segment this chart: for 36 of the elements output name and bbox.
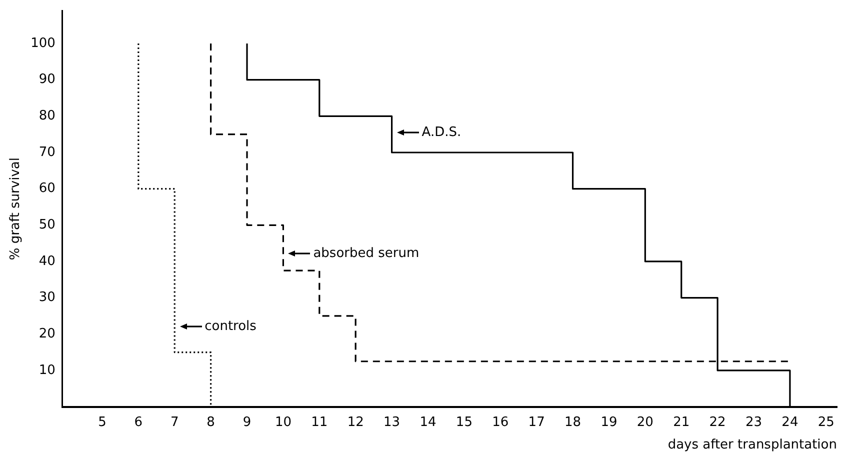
y-tick-label: 100 bbox=[30, 36, 56, 51]
annotation: controls bbox=[204, 318, 256, 334]
x-tick-label: 24 bbox=[782, 414, 798, 430]
x-tick-label: 15 bbox=[456, 414, 472, 430]
x-tick-label: 11 bbox=[311, 414, 328, 430]
x-tick-label: 22 bbox=[709, 414, 726, 430]
annotation: absorbed serum bbox=[313, 246, 420, 261]
y-tick-label: 30 bbox=[38, 290, 56, 306]
x-tick-label: 10 bbox=[274, 414, 292, 430]
x-tick-label: 8 bbox=[206, 414, 215, 430]
x-axis-title: days after transplantation bbox=[668, 438, 837, 453]
x-tick-label: 5 bbox=[98, 414, 106, 430]
x-tick-label: 7 bbox=[170, 414, 179, 430]
x-tick-label: 20 bbox=[636, 414, 654, 430]
y-axis-title: % graft survival bbox=[8, 158, 24, 260]
x-tick-label: 16 bbox=[492, 414, 509, 430]
x-tick-label: 23 bbox=[745, 414, 762, 430]
x-tick-label: 12 bbox=[347, 414, 364, 430]
y-tick-label: 50 bbox=[38, 218, 56, 233]
x-tick-label: 14 bbox=[420, 414, 436, 430]
x-tick-label: 9 bbox=[242, 414, 252, 430]
annotation: A.D.S. bbox=[422, 125, 462, 140]
x-tick-label: 25 bbox=[818, 414, 834, 430]
x-tick-label: 13 bbox=[384, 414, 400, 430]
y-tick-label: 70 bbox=[38, 144, 56, 160]
x-tick-label: 21 bbox=[673, 414, 690, 430]
x-tick-label: 17 bbox=[528, 414, 545, 430]
y-tick-label: 20 bbox=[38, 326, 56, 342]
x-tick-label: 18 bbox=[564, 414, 582, 430]
x-tick-label: 6 bbox=[134, 414, 143, 430]
y-tick-label: 10 bbox=[38, 362, 56, 378]
y-tick-label: 90 bbox=[38, 72, 56, 88]
y-tick-label: 60 bbox=[38, 181, 56, 196]
x-tick-label: 19 bbox=[600, 414, 618, 430]
y-tick-label: 80 bbox=[38, 108, 56, 124]
y-tick-label: 40 bbox=[38, 254, 56, 269]
